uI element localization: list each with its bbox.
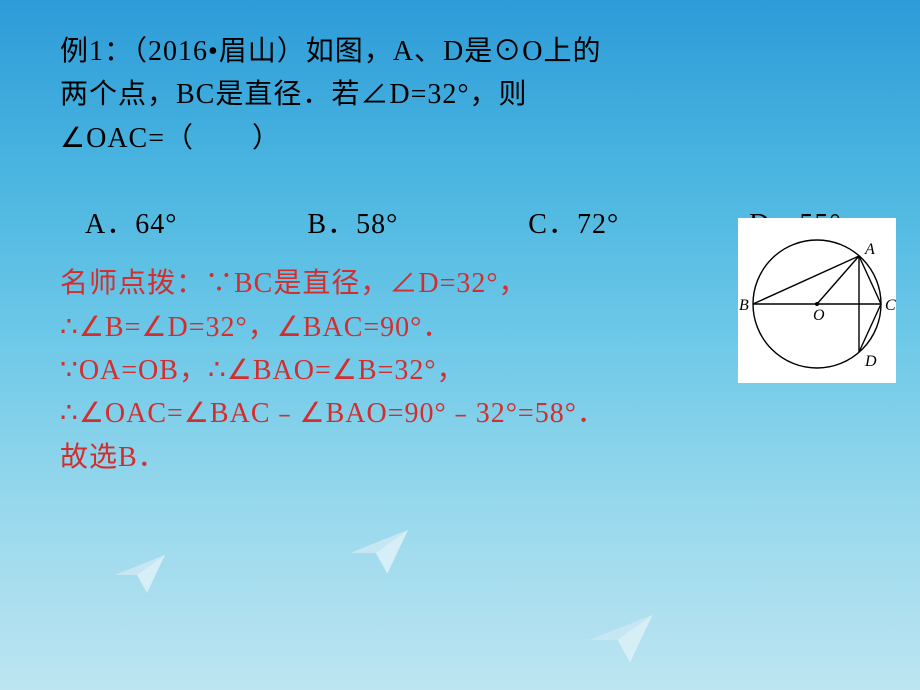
gap-cd <box>619 202 749 242</box>
svg-text:O: O <box>813 307 825 324</box>
svg-text:C: C <box>885 297 896 314</box>
explanation-block: 名师点拨：∵BC是直径，∠D=32°， ∴∠B=∠D=32°，∠BAC=90°．… <box>60 262 720 479</box>
paper-plane-1 <box>115 555 175 600</box>
paper-plane-3 <box>590 615 665 670</box>
question-line-1: 例1：（2016•眉山）如图，A、D是⊙O上的 <box>60 30 880 73</box>
svg-text:D: D <box>864 353 877 370</box>
explain-line-5: 故选B． <box>60 436 720 479</box>
question-line-2: 两个点，BC是直径．若∠D=32°，则 <box>60 73 880 116</box>
option-a: A．64° <box>85 202 177 242</box>
svg-text:A: A <box>864 241 875 258</box>
paper-plane-2 <box>350 530 420 581</box>
explain-line-2: ∴∠B=∠D=32°，∠BAC=90°． <box>60 306 720 349</box>
explain-line-4: ∴∠OAC=∠BAC﹣∠BAO=90°﹣32°=58°． <box>60 392 720 435</box>
option-b: B．58° <box>307 202 398 242</box>
explain-line-1: 名师点拨：∵BC是直径，∠D=32°， <box>60 262 720 305</box>
option-c: C．72° <box>528 202 619 242</box>
circle-diagram: A B C D O <box>738 218 896 383</box>
question-line-3: ∠OAC=（ ） <box>60 117 880 160</box>
question-block: 例1：（2016•眉山）如图，A、D是⊙O上的 两个点，BC是直径．若∠D=32… <box>60 30 880 160</box>
svg-text:B: B <box>739 297 749 314</box>
gap-bc <box>398 202 528 242</box>
gap-ab <box>177 202 307 242</box>
explain-line-3: ∵OA=OB，∴∠BAO=∠B=32°， <box>60 349 720 392</box>
